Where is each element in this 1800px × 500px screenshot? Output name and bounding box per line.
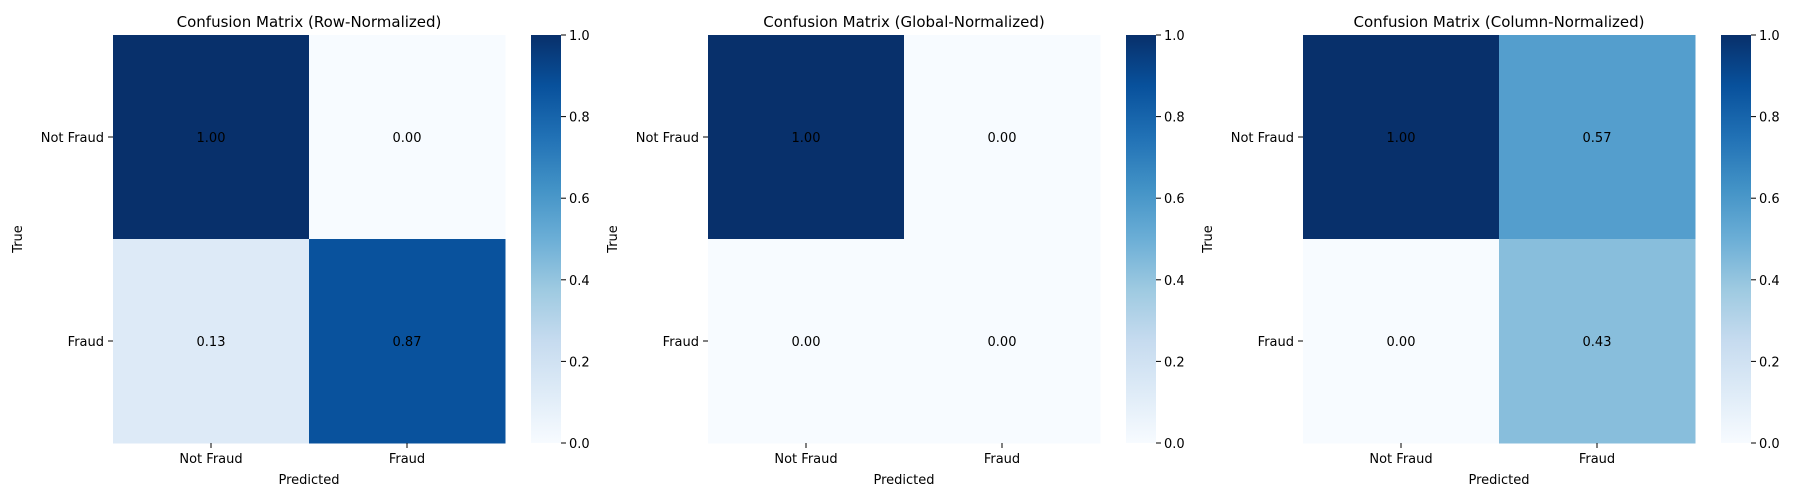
y-axis-label: True <box>1201 225 1216 254</box>
colorbar-tick-label: 0.6 <box>569 192 590 207</box>
x-tick-label: Fraud <box>389 452 425 467</box>
heatmap-cell <box>708 239 905 444</box>
colorbar-tick-label: 1.0 <box>1759 29 1780 44</box>
colorbar-tick-label: 0.6 <box>1759 192 1780 207</box>
cell-value-label: 0.00 <box>393 131 422 146</box>
heatmap-cell <box>708 35 905 240</box>
colorbar-tick-label: 0.2 <box>569 355 590 370</box>
x-tick-label: Not Fraud <box>179 452 242 467</box>
chart-title: Confusion Matrix (Global-Normalized) <box>763 13 1044 31</box>
colorbar-tick-label: 0.4 <box>569 274 590 289</box>
colorbar-tick-label: 1.0 <box>569 29 590 44</box>
y-tick-label: Fraud <box>1258 335 1294 350</box>
cell-value-label: 1.00 <box>197 131 226 146</box>
cell-value-label: 0.43 <box>1583 335 1612 350</box>
colorbar <box>1126 35 1156 443</box>
colorbar-tick-label: 0.0 <box>569 437 590 452</box>
heatmap-cell <box>113 35 310 240</box>
y-axis-label: True <box>606 225 621 254</box>
colorbar-tick-label: 0.0 <box>1759 437 1780 452</box>
cell-value-label: 0.00 <box>792 335 821 350</box>
cell-value-label: 0.00 <box>988 131 1017 146</box>
colorbar <box>1721 35 1751 443</box>
heatmap-cell <box>1303 35 1500 240</box>
heatmap-panel-1: Confusion Matrix (Row-Normalized) 1.00 0.0… <box>11 13 590 488</box>
colorbar-tick-label: 0.2 <box>1164 355 1185 370</box>
heatmap-cell <box>904 35 1101 240</box>
x-axis-label: Predicted <box>278 473 339 488</box>
x-axis-label: Predicted <box>873 473 934 488</box>
colorbar-tick-label: 0.2 <box>1759 355 1780 370</box>
heatmap-cell <box>1499 35 1696 240</box>
colorbar-tick-label: 0.8 <box>1759 111 1780 126</box>
colorbar-tick-label: 0.4 <box>1164 274 1185 289</box>
heatmap-cell <box>309 239 506 444</box>
colorbar <box>531 35 561 443</box>
heatmap-cell <box>113 239 310 444</box>
x-tick-label: Fraud <box>1579 452 1615 467</box>
cell-value-label: 0.87 <box>393 335 422 350</box>
heatmap-panel-3: Confusion Matrix (Column-Normalized)1.00… <box>1201 13 1780 488</box>
x-tick-label: Not Fraud <box>1369 452 1432 467</box>
cell-value-label: 0.57 <box>1583 131 1612 146</box>
x-axis-label: Predicted <box>1468 473 1529 488</box>
colorbar-tick-label: 0.8 <box>569 111 590 126</box>
heatmap-cell <box>1303 239 1500 444</box>
chart-title: Confusion Matrix (Column-Normalized) <box>1354 13 1645 31</box>
y-tick-label: Not Fraud <box>636 131 699 146</box>
cell-value-label: 1.00 <box>792 131 821 146</box>
colorbar-tick-label: 1.0 <box>1164 29 1185 44</box>
x-tick-label: Not Fraud <box>774 452 837 467</box>
cell-value-label: 0.00 <box>1387 335 1416 350</box>
heatmap-cell <box>904 239 1101 444</box>
heatmap-cell <box>1499 239 1696 444</box>
y-tick-label: Not Fraud <box>41 131 104 146</box>
y-tick-label: Fraud <box>663 335 699 350</box>
colorbar-tick-label: 0.8 <box>1164 111 1185 126</box>
colorbar-tick-label: 0.0 <box>1164 437 1185 452</box>
cell-value-label: 0.00 <box>988 335 1017 350</box>
x-tick-label: Fraud <box>984 452 1020 467</box>
chart-title: Confusion Matrix (Row-Normalized) <box>177 13 442 31</box>
y-axis-label: True <box>11 225 26 254</box>
heatmap-panel-2: Confusion Matrix (Global-Normalized)1.00… <box>606 13 1185 488</box>
y-tick-label: Fraud <box>68 335 104 350</box>
cell-value-label: 1.00 <box>1387 131 1416 146</box>
heatmap-cell <box>309 35 506 240</box>
colorbar-tick-label: 0.4 <box>1759 274 1780 289</box>
y-tick-label: Not Fraud <box>1231 131 1294 146</box>
colorbar-tick-label: 0.6 <box>1164 192 1185 207</box>
cell-value-label: 0.13 <box>197 335 226 350</box>
